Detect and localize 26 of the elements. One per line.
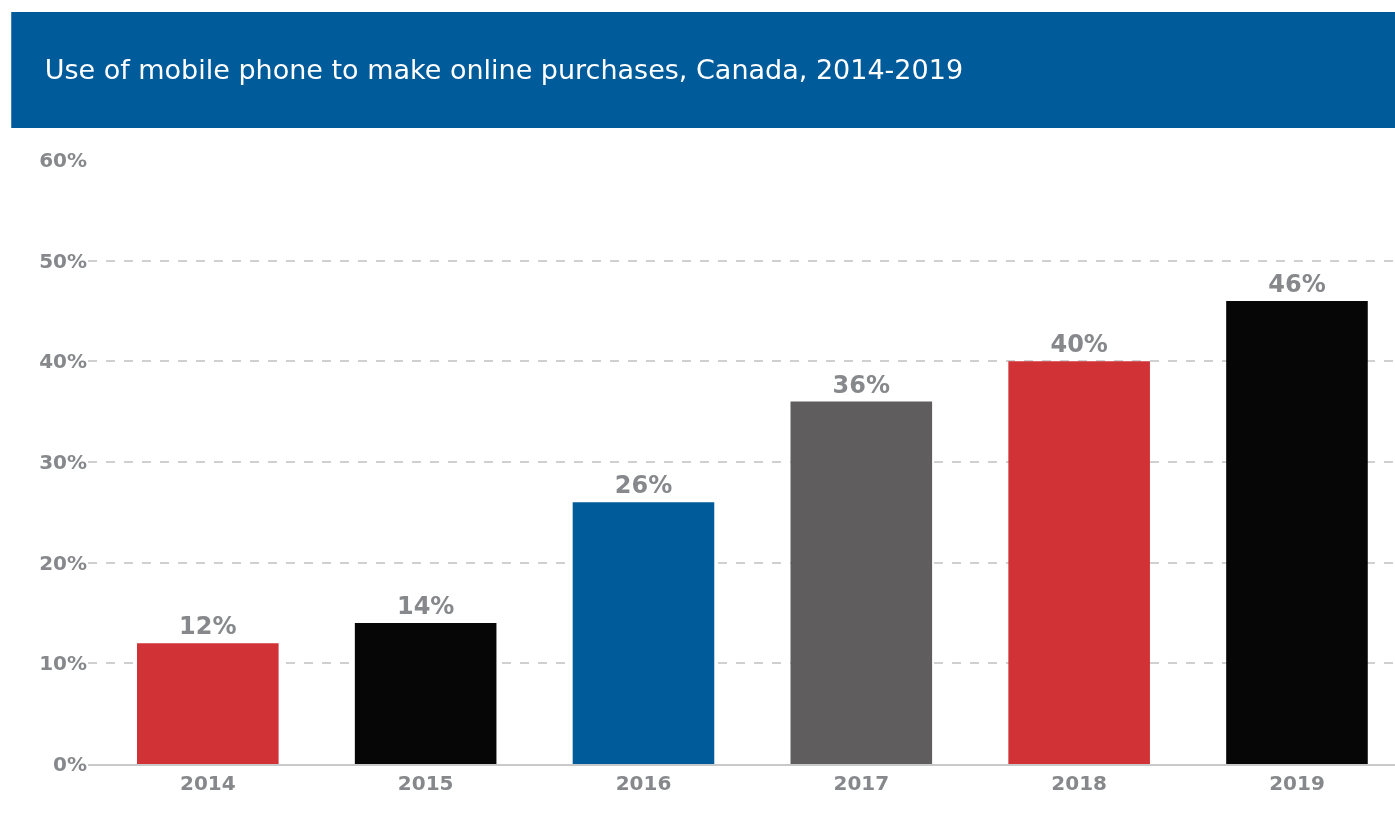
x-tick-label: 2017	[833, 771, 890, 795]
x-tick-label: 2018	[1051, 771, 1107, 795]
data-label: 46%	[1268, 269, 1326, 298]
y-tick-label: 20%	[39, 550, 87, 575]
bar	[1008, 361, 1150, 764]
data-label: 12%	[179, 612, 237, 641]
y-tick-label: 60%	[39, 148, 87, 172]
x-tick-label: 2019	[1269, 771, 1325, 795]
x-tick-label: 2016	[615, 771, 672, 795]
data-label: 36%	[832, 370, 891, 399]
y-tick-label: 10%	[39, 651, 87, 676]
data-label: 40%	[1050, 330, 1108, 359]
y-tick-label: 40%	[39, 349, 87, 374]
y-tick-label: 30%	[39, 450, 87, 474]
y-tick-label: 0%	[53, 752, 87, 776]
data-label: 14%	[396, 592, 455, 621]
x-tick-label: 2014	[179, 771, 236, 795]
bar	[572, 502, 715, 764]
x-tick-label: 2015	[397, 771, 454, 795]
bar	[137, 643, 279, 764]
bar	[790, 401, 933, 764]
y-tick-label: 50%	[39, 248, 87, 273]
bar	[1226, 300, 1368, 764]
data-label: 26%	[614, 471, 673, 500]
chart-title: Use of mobile phone to make online purchases, Canada, 2014-2019	[44, 54, 964, 86]
bar	[354, 623, 497, 764]
